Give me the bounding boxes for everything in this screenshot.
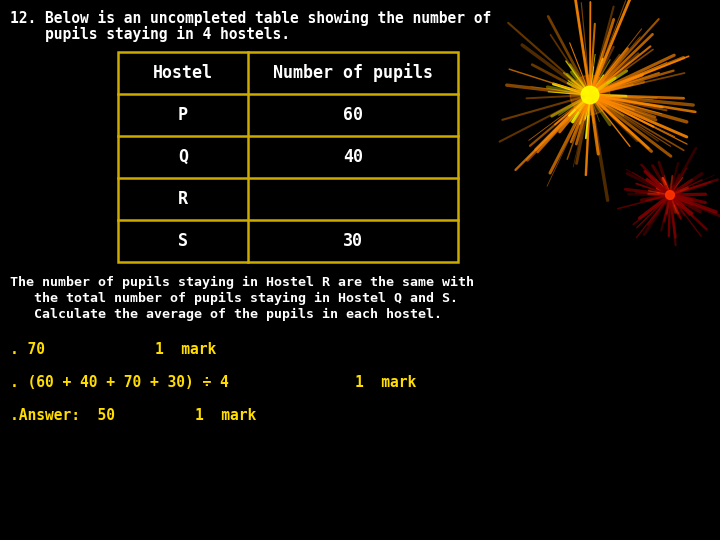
Circle shape [660, 185, 680, 205]
Text: 1  mark: 1 mark [195, 408, 256, 423]
Text: R: R [178, 190, 188, 208]
Circle shape [570, 75, 610, 115]
Text: P: P [178, 106, 188, 124]
Text: . 70: . 70 [10, 342, 45, 357]
Text: Q: Q [178, 148, 188, 166]
Circle shape [581, 86, 599, 104]
Text: Calculate the average of the pupils in each hostel.: Calculate the average of the pupils in e… [10, 308, 442, 321]
Text: the total number of pupils staying in Hostel Q and S.: the total number of pupils staying in Ho… [10, 292, 458, 305]
Text: Number of pupils: Number of pupils [273, 64, 433, 83]
Text: . (60 + 40 + 70 + 30) ÷ 4: . (60 + 40 + 70 + 30) ÷ 4 [10, 375, 229, 390]
Text: 60: 60 [343, 106, 363, 124]
Text: 40: 40 [343, 148, 363, 166]
Text: pupils staying in 4 hostels.: pupils staying in 4 hostels. [10, 26, 290, 42]
Text: S: S [178, 232, 188, 250]
Text: .Answer:  50: .Answer: 50 [10, 408, 115, 423]
Circle shape [665, 191, 675, 199]
Text: 1  mark: 1 mark [355, 375, 416, 390]
Text: 1  mark: 1 mark [155, 342, 216, 357]
Text: Hostel: Hostel [153, 64, 213, 82]
Bar [118, 52, 458, 262]
Text: The number of pupils staying in Hostel R are the same with: The number of pupils staying in Hostel R… [10, 276, 474, 289]
Text: 12. Below is an uncompleted table showing the number of: 12. Below is an uncompleted table showin… [10, 10, 491, 26]
Text: 30: 30 [343, 232, 363, 250]
